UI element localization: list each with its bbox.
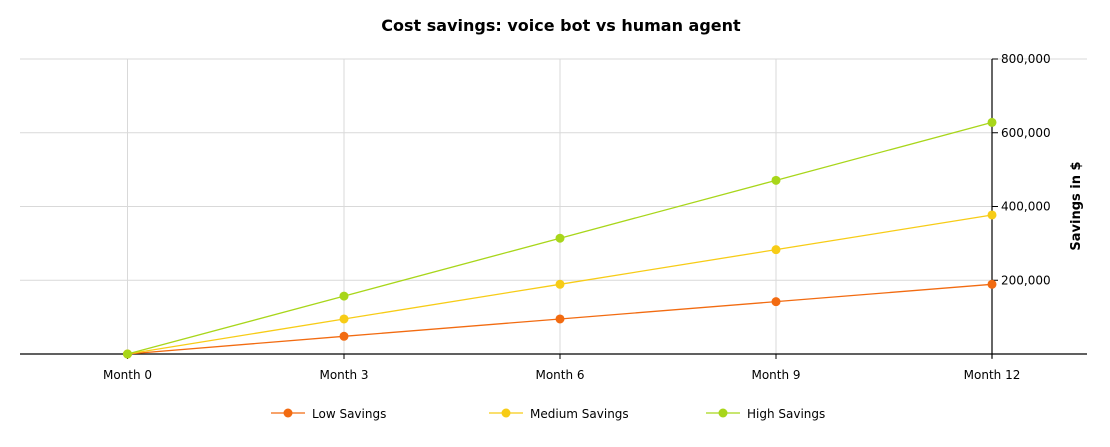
data-point-low-savings[interactable] xyxy=(771,297,781,307)
series-high-savings xyxy=(123,117,997,359)
legend-marker-icon xyxy=(718,408,728,418)
data-point-medium-savings[interactable] xyxy=(771,245,781,255)
data-point-medium-savings[interactable] xyxy=(339,314,349,324)
data-point-high-savings[interactable] xyxy=(771,175,781,185)
data-point-high-savings[interactable] xyxy=(987,117,997,127)
data-point-high-savings[interactable] xyxy=(339,291,349,301)
data-point-high-savings[interactable] xyxy=(555,233,565,243)
x-tick-label: Month 9 xyxy=(751,368,800,382)
grid-lines xyxy=(20,58,1087,354)
legend-label: High Savings xyxy=(747,407,825,421)
x-tick-label: Month 6 xyxy=(535,368,584,382)
legend-label: Medium Savings xyxy=(530,407,629,421)
data-point-medium-savings[interactable] xyxy=(555,279,565,289)
legend-item-medium-savings[interactable]: Medium Savings xyxy=(489,407,629,421)
chart-title: Cost savings: voice bot vs human agent xyxy=(381,16,741,35)
legend-item-high-savings[interactable]: High Savings xyxy=(706,407,825,421)
series-group xyxy=(123,117,997,359)
legend-marker-icon xyxy=(501,408,511,418)
data-point-low-savings[interactable] xyxy=(339,331,349,341)
y-axis-label: Savings in $ xyxy=(1069,161,1084,250)
data-point-low-savings[interactable] xyxy=(987,279,997,289)
y-tick-label: 800,000 xyxy=(1001,52,1051,66)
y-tick-label: 600,000 xyxy=(1001,126,1051,140)
legend[interactable]: Low Savings Medium Savings High Savings xyxy=(271,407,825,421)
x-tick-label: Month 3 xyxy=(319,368,368,382)
y-tick-label: 200,000 xyxy=(1001,273,1051,287)
y-tick-label: 400,000 xyxy=(1001,200,1051,214)
legend-marker-icon xyxy=(283,408,293,418)
legend-label: Low Savings xyxy=(312,407,386,421)
axes: 200,000 400,000 600,000 800,000 Month 0 Month… xyxy=(20,52,1087,382)
data-point-high-savings[interactable] xyxy=(123,349,132,359)
legend-item-low-savings[interactable]: Low Savings xyxy=(271,407,386,421)
x-tick-label: Month 12 xyxy=(964,368,1021,382)
x-tick-label: Month 0 xyxy=(103,368,152,382)
data-point-medium-savings[interactable] xyxy=(987,210,997,220)
data-point-low-savings[interactable] xyxy=(555,314,565,324)
